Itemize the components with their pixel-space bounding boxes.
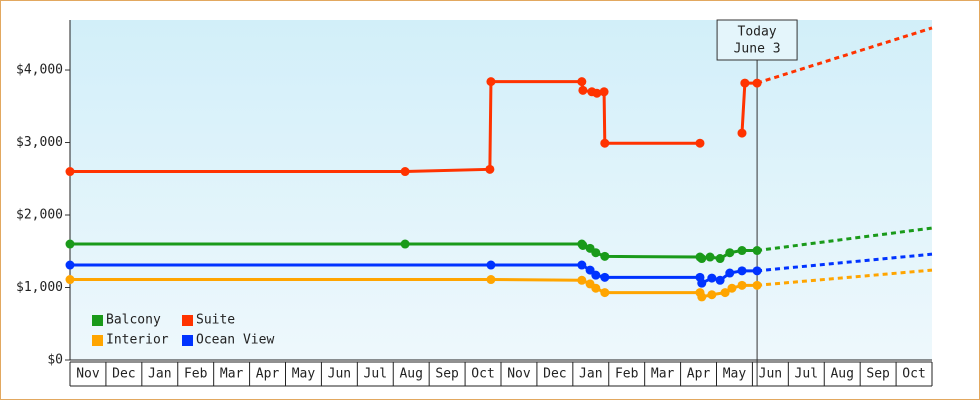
y-tick-label: $2,000 xyxy=(16,208,63,223)
x-tick-label: May xyxy=(292,367,316,382)
price-point xyxy=(486,77,496,87)
price-point xyxy=(65,260,75,270)
legend-label: Balcony xyxy=(106,313,161,328)
forecast-line xyxy=(756,26,933,85)
y-tick-label: $4,000 xyxy=(16,63,63,78)
x-tick-label: Sep xyxy=(435,367,459,382)
price-point xyxy=(600,138,610,148)
price-point xyxy=(65,239,75,249)
legend-label: Ocean View xyxy=(196,333,274,348)
x-tick-label: May xyxy=(723,367,747,382)
price-point xyxy=(752,78,762,88)
price-point xyxy=(695,138,705,148)
price-point xyxy=(737,128,747,138)
price-point xyxy=(486,275,496,285)
price-point xyxy=(740,78,750,88)
x-tick-label: Nov xyxy=(76,367,100,382)
forecast-line xyxy=(756,226,933,253)
x-tick-label: Dec xyxy=(112,367,135,382)
price-point xyxy=(752,280,762,290)
price-point xyxy=(578,85,588,95)
legend-swatch xyxy=(92,335,103,346)
price-point xyxy=(65,167,75,177)
price-point xyxy=(578,240,588,250)
price-point xyxy=(486,260,496,270)
price-point xyxy=(715,254,725,264)
price-point xyxy=(697,254,707,264)
x-tick-label: Feb xyxy=(184,367,208,382)
forecast-line xyxy=(756,268,933,287)
legend-label: Suite xyxy=(196,313,235,328)
x-tick-label: Jan xyxy=(579,367,602,382)
x-tick-label: Sep xyxy=(866,367,890,382)
y-tick-label: $0 xyxy=(47,353,63,368)
x-tick-label: Jul xyxy=(795,367,818,382)
price-point xyxy=(720,288,730,298)
x-tick-label: Jun xyxy=(328,367,351,382)
price-point xyxy=(752,246,762,256)
price-point xyxy=(707,290,717,300)
x-tick-label: Dec xyxy=(543,367,566,382)
x-tick-label: Mar xyxy=(651,367,675,382)
legend-swatch xyxy=(182,335,193,346)
price-point xyxy=(752,266,762,276)
x-tick-label: Aug xyxy=(399,367,422,382)
x-tick-label: Apr xyxy=(687,367,711,382)
x-tick-label: Apr xyxy=(256,367,280,382)
plot-area xyxy=(70,20,932,360)
y-tick-label: $3,000 xyxy=(16,135,63,150)
price-point xyxy=(697,278,707,288)
x-tick-label: Jun xyxy=(759,367,782,382)
x-tick-label: Jan xyxy=(148,367,171,382)
price-point xyxy=(737,280,747,290)
x-tick-label: Nov xyxy=(507,367,531,382)
x-tick-label: Oct xyxy=(902,367,925,382)
price-point xyxy=(727,283,737,293)
price-point xyxy=(600,288,610,298)
price-point xyxy=(599,87,609,97)
price-point xyxy=(697,292,707,302)
price-point xyxy=(591,283,601,293)
today-label: June 3 xyxy=(734,42,781,57)
price-point xyxy=(705,252,715,262)
price-point xyxy=(707,273,717,283)
today-label: Today xyxy=(738,25,777,40)
price-point xyxy=(591,248,601,258)
today-box xyxy=(716,19,798,61)
price-point xyxy=(725,248,735,258)
price-point xyxy=(737,246,747,256)
price-point xyxy=(577,260,587,270)
price-point xyxy=(600,251,610,261)
price-point xyxy=(715,275,725,285)
x-tick-label: Jul xyxy=(364,367,387,382)
price-point xyxy=(400,167,410,177)
price-point xyxy=(485,164,495,174)
price-point xyxy=(65,275,75,285)
price-point xyxy=(400,239,410,249)
price-point xyxy=(737,266,747,276)
price-point xyxy=(577,77,587,87)
price-point xyxy=(592,88,602,98)
price-point xyxy=(577,275,587,285)
x-tick-label: Mar xyxy=(220,367,244,382)
price-point xyxy=(725,268,735,278)
y-tick-label: $1,000 xyxy=(16,280,63,295)
x-tick-label: Oct xyxy=(471,367,494,382)
legend-label: Interior xyxy=(106,333,169,348)
x-tick-label: Aug xyxy=(830,367,853,382)
price-point xyxy=(600,272,610,282)
legend-swatch xyxy=(92,315,103,326)
legend-swatch xyxy=(182,315,193,326)
forecast-line xyxy=(756,252,933,273)
x-tick-label: Feb xyxy=(615,367,639,382)
price-point xyxy=(591,270,601,280)
